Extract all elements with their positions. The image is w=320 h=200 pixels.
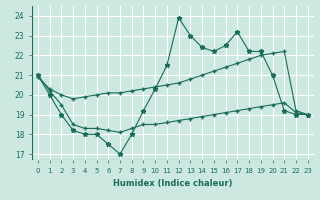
X-axis label: Humidex (Indice chaleur): Humidex (Indice chaleur) xyxy=(113,179,233,188)
